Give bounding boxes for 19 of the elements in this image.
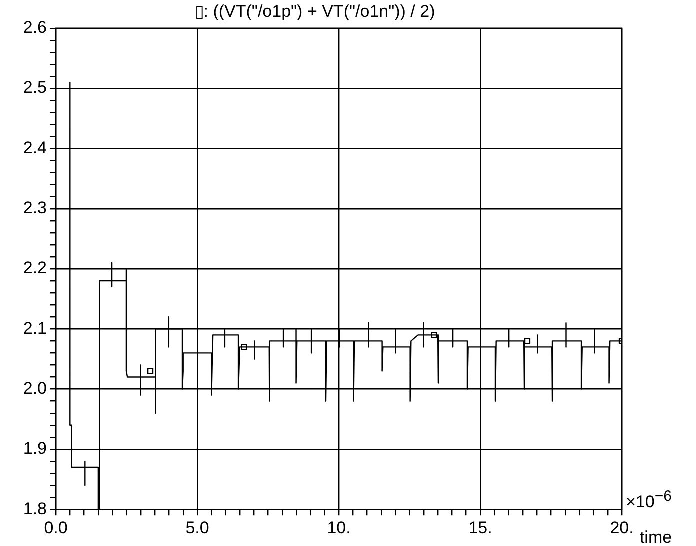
y-tick-label: 2.6 [23, 18, 47, 38]
y-tick-label: 2.4 [23, 138, 47, 158]
y-tick-label: 1.9 [23, 439, 47, 458]
y-tick-label: 2.1 [23, 318, 47, 338]
x-tick-label: 20. [610, 518, 634, 538]
x-tick-label: 15. [468, 518, 492, 538]
point [147, 368, 154, 374]
y-tick-label: 2.2 [23, 258, 47, 278]
y-tick-label: 2.3 [23, 198, 47, 218]
chart-title: ▯: ((VT("/o1p") + VT("/o1n")) / 2) [194, 2, 436, 21]
y-tick-label: 2.0 [23, 378, 47, 398]
x-tick-label: 0.0 [44, 518, 68, 538]
x-tick-label: 10. [327, 518, 351, 538]
y-tick-label: 1.8 [23, 499, 47, 518]
y-tick-label: 2.5 [23, 78, 47, 98]
text: ×10$^{−6}$ [626, 488, 672, 512]
point [524, 338, 531, 344]
x-tick-label: 5.0 [186, 518, 210, 538]
x-axis-title: time [640, 528, 672, 546]
